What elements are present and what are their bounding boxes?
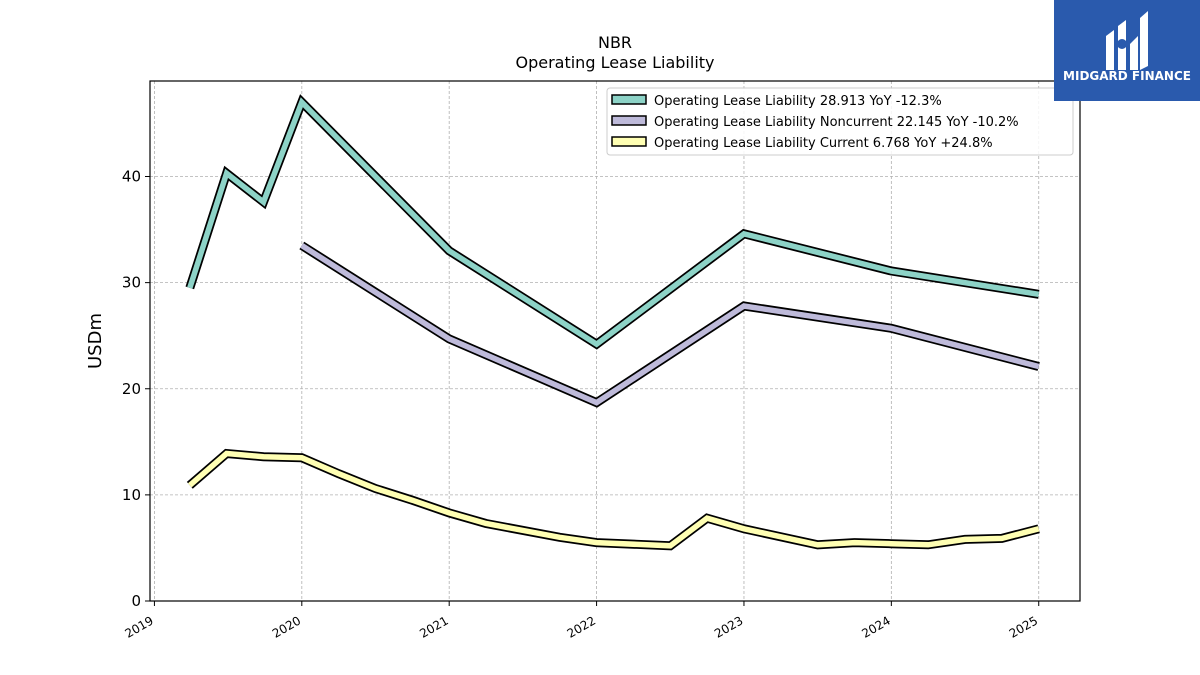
legend-swatch (611, 94, 647, 105)
x-tick-label: 2022 (565, 613, 598, 640)
midgard-finance-logo: MIDGARD FINANCE (1054, 0, 1200, 101)
series-line-outline (299, 241, 1040, 408)
x-axis-ticks: 2019 2020 2021 2022 2023 2024 2025 (122, 601, 1040, 641)
logo-mark-icon (1106, 11, 1148, 70)
series-line (187, 97, 1040, 348)
x-tick-label: 2019 (122, 613, 155, 640)
logo-background (1054, 0, 1200, 101)
y-tick-label: 40 (122, 168, 141, 186)
legend-box (606, 87, 1074, 156)
y-axis-label: USDm (85, 313, 106, 369)
legend-swatch (611, 136, 647, 147)
y-tick-label: 20 (122, 380, 141, 398)
series-line (188, 450, 1040, 549)
x-tick-label: 2025 (1007, 613, 1040, 640)
y-axis-ticks: 0 10 20 30 40 (122, 168, 150, 610)
x-tick-label: 2023 (712, 613, 745, 640)
legend-swatch (611, 115, 647, 126)
logo-text: MIDGARD FINANCE (1063, 69, 1191, 83)
y-tick-label: 0 (131, 592, 141, 610)
y-tick-label: 10 (122, 486, 141, 504)
legend: Operating Lease Liability 28.913 YoY -12… (606, 87, 1074, 156)
legend-entry: Operating Lease Liability Noncurrent 22.… (654, 115, 1019, 130)
x-tick-label: 2024 (859, 613, 892, 640)
series-lines (185, 94, 1040, 551)
grid-lines (150, 81, 1080, 601)
y-tick-label: 30 (122, 274, 141, 292)
series-1 (185, 94, 1040, 350)
legend-entry: Operating Lease Liability 28.913 YoY -12… (654, 94, 942, 109)
legend-entry: Operating Lease Liability Current 6.768 … (654, 136, 993, 151)
series-3 (186, 448, 1040, 551)
x-tick-label: 2020 (270, 613, 303, 640)
chart-subtitle: Operating Lease Liability (515, 53, 714, 72)
series-line (300, 243, 1040, 406)
chart-title: NBR (598, 33, 632, 52)
plot-area-frame (149, 80, 1081, 602)
series-2 (299, 241, 1040, 408)
x-tick-label: 2021 (417, 613, 450, 640)
